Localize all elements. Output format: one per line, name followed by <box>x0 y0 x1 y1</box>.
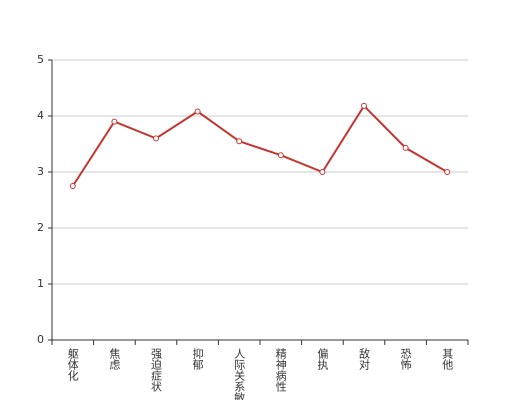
y-tick-label: 3 <box>37 165 44 178</box>
line <box>71 104 448 187</box>
y-tick-label: 2 <box>37 221 44 234</box>
y-tick-label: 0 <box>37 333 44 346</box>
point <box>236 138 243 145</box>
y-tick-label: 1 <box>37 277 44 290</box>
point <box>402 144 409 151</box>
point <box>361 102 367 109</box>
point <box>277 152 284 159</box>
y-tick-label: 4 <box>37 109 44 122</box>
x-tick-label: 精神病性 <box>274 348 287 393</box>
point <box>69 183 76 189</box>
x-tick-label: 其他 <box>441 348 454 370</box>
x-tick-label: 强迫症状 <box>150 348 163 392</box>
x-tick-label: 躯体化 <box>66 348 79 382</box>
point <box>153 135 159 142</box>
x-tick-label: 抑郁 <box>191 347 204 370</box>
x-tick-label: 恐怖 <box>399 348 412 370</box>
x-tick-label: 偏执 <box>316 347 329 371</box>
x-tick-label: 人际关系敏感 <box>233 348 246 400</box>
point <box>111 118 118 125</box>
point <box>444 169 451 175</box>
x-tick-label: 敌对 <box>358 347 371 370</box>
point <box>194 108 201 115</box>
y-tick-label: 5 <box>37 53 44 66</box>
x-tick-label: 焦虑 <box>108 348 121 370</box>
point <box>319 169 326 175</box>
